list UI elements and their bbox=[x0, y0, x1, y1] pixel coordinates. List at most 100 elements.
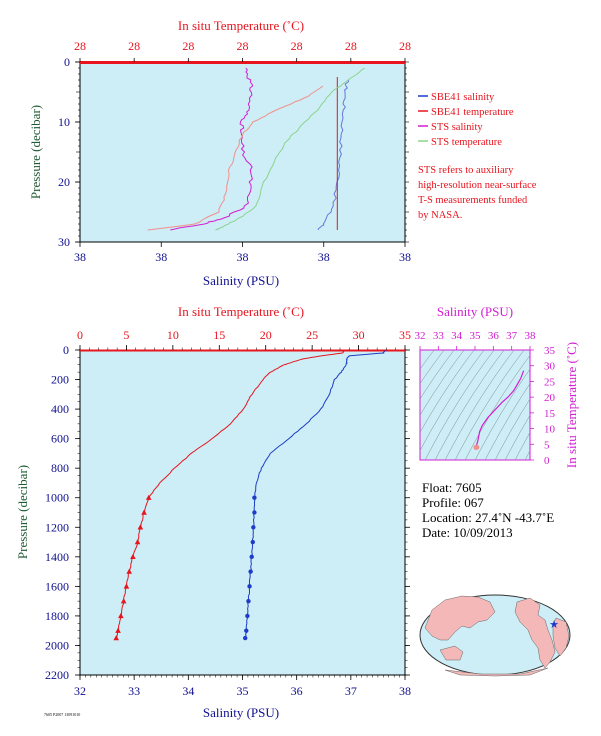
top-salinity-tick-label: 38 bbox=[74, 250, 86, 264]
salinity-profile-line bbox=[244, 349, 387, 639]
legend-item: STS temperature bbox=[418, 137, 502, 148]
profile-line bbox=[170, 67, 254, 231]
bottom-salinity-tick-label: 34 bbox=[182, 684, 194, 698]
isopycnal-line bbox=[464, 354, 530, 460]
legend-item: STS salinity bbox=[418, 122, 483, 133]
top-salinity-tick-label: 38 bbox=[155, 250, 167, 264]
top-pressure-tick-label: 20 bbox=[58, 175, 70, 189]
bottom-pressure-tick-label: 1600 bbox=[45, 579, 69, 593]
bottom-pressure-tick-label: 400 bbox=[51, 402, 69, 416]
sts-note-line: by NASA. bbox=[418, 210, 462, 221]
top-pressure-tick-label: 10 bbox=[58, 115, 70, 129]
map-continent-antarctica bbox=[444, 667, 549, 677]
salinity-marker bbox=[250, 539, 255, 545]
bottom-temperature-tick-label: 35 bbox=[399, 328, 411, 342]
top-temperature-tick-label: 28 bbox=[345, 39, 357, 53]
salinity-marker bbox=[245, 613, 250, 619]
ts-salinity-tick-label: 34 bbox=[451, 330, 463, 342]
temperature-marker bbox=[126, 568, 133, 574]
location-map: ★ bbox=[419, 594, 571, 677]
float-location-marker: ★ bbox=[549, 619, 559, 631]
top-panel: In situ Temperature (˚C) 28 28 28 28 28 28 28 … bbox=[28, 18, 411, 288]
float-id: Float: 7605 bbox=[422, 480, 482, 495]
map-continent-americas bbox=[514, 597, 556, 669]
isopycnal-line bbox=[420, 350, 475, 433]
salinity-marker bbox=[247, 584, 252, 589]
top-temperature-tick-label: 28 bbox=[74, 39, 86, 53]
sts-note-line: high-resolution near-surface bbox=[418, 180, 537, 191]
top-salinity-tick-label: 38 bbox=[399, 250, 411, 264]
isopycnal-line bbox=[434, 350, 505, 460]
salinity-marker bbox=[243, 635, 248, 641]
bottom-salinity-tick-label: 38 bbox=[399, 684, 411, 698]
bottom-pressure-tick-label: 800 bbox=[51, 461, 69, 475]
bottom-pressure-tick-label: 1400 bbox=[45, 550, 69, 564]
ts-salinity-tick-label: 32 bbox=[415, 330, 426, 342]
temperature-marker bbox=[115, 627, 121, 633]
bottom-pressure-tick-label: 1200 bbox=[45, 520, 69, 534]
map-continent-australia bbox=[439, 645, 464, 661]
isopycnal-line bbox=[484, 383, 530, 460]
map-continent-eurasia bbox=[424, 595, 496, 641]
date: Date: 10/09/2013 bbox=[422, 525, 513, 540]
profile-line bbox=[215, 67, 366, 231]
profile-line bbox=[317, 79, 349, 231]
bottom-panel: In situ Temperature (˚C) 0 5 10 15 20 25 30 35 … bbox=[15, 304, 411, 720]
ts-temperature-tick-label: 25 bbox=[544, 376, 556, 388]
legend-label: STS salinity bbox=[431, 122, 483, 133]
temperature-marker bbox=[130, 553, 136, 560]
temperature-marker bbox=[118, 612, 124, 619]
salinity-marker bbox=[244, 628, 249, 633]
isopycnal-line bbox=[524, 450, 530, 460]
isopycnal-line bbox=[454, 350, 525, 460]
bottom-pressure-tick-label: 2000 bbox=[45, 638, 69, 652]
isopycnal-line bbox=[474, 368, 530, 460]
temperature-marker bbox=[145, 494, 152, 500]
ts-salinity-tick-label: 33 bbox=[433, 330, 445, 342]
bottom-temperature-tick-label: 5 bbox=[123, 328, 129, 342]
bottom-panel-bottom-axis-title: Salinity (PSU) bbox=[203, 705, 279, 720]
ts-diagram-right-axis-title: In situ Temperature (˚C) bbox=[564, 342, 579, 468]
top-temperature-tick-label: 28 bbox=[237, 39, 249, 53]
legend-item: SBE41 temperature bbox=[418, 107, 514, 118]
top-temperature-tick-label: 28 bbox=[182, 39, 194, 53]
top-salinity-tick-label: 38 bbox=[318, 250, 330, 264]
legend-item: SBE41 salinity bbox=[418, 92, 495, 103]
ts-diagram-top-axis-title: Salinity (PSU) bbox=[437, 304, 513, 319]
ts-diagram: Salinity (PSU) 32 33 34 35 36 37 38 0 5 10 15 20 25… bbox=[415, 304, 580, 468]
isopycnal-line bbox=[494, 398, 530, 460]
ts-deep-point bbox=[474, 444, 480, 450]
bottom-panel-left-axis-title: Pressure (decibar) bbox=[15, 465, 30, 559]
legend-label: SBE41 temperature bbox=[431, 107, 514, 118]
bottom-pressure-tick-label: 2200 bbox=[45, 668, 69, 682]
ts-temperature-tick-label: 35 bbox=[544, 345, 556, 357]
temperature-marker bbox=[141, 509, 147, 515]
bottom-salinity-tick-label: 32 bbox=[74, 684, 86, 698]
bottom-temperature-tick-label: 10 bbox=[167, 328, 179, 342]
ts-temperature-tick-label: 20 bbox=[544, 392, 556, 404]
bottom-salinity-tick-label: 33 bbox=[128, 684, 140, 698]
profile-line bbox=[147, 85, 324, 231]
temperature-marker bbox=[137, 524, 144, 530]
top-pressure-tick-label: 30 bbox=[58, 235, 70, 249]
bottom-pressure-tick-label: 600 bbox=[51, 432, 69, 446]
top-pressure-tick-label: 0 bbox=[64, 55, 70, 69]
bottom-temperature-tick-label: 20 bbox=[260, 328, 272, 342]
map-continent-africa bbox=[552, 617, 570, 657]
bottom-salinity-tick-label: 36 bbox=[291, 684, 303, 698]
sts-note-line: STS refers to auxiliary bbox=[418, 165, 514, 176]
ts-salinity-tick-label: 37 bbox=[506, 330, 518, 342]
ts-salinity-tick-label: 35 bbox=[470, 330, 482, 342]
top-temperature-tick-label: 28 bbox=[399, 39, 411, 53]
top-temperature-tick-label: 28 bbox=[291, 39, 303, 53]
sts-note-line: T-S measurements funded bbox=[418, 195, 528, 206]
salinity-marker bbox=[252, 510, 257, 515]
bottom-panel-plot-area bbox=[79, 349, 406, 676]
salinity-marker bbox=[246, 598, 251, 604]
bottom-temperature-tick-label: 15 bbox=[213, 328, 225, 342]
profile-number: Profile: 067 bbox=[422, 495, 484, 510]
top-temperature-tick-label: 28 bbox=[128, 39, 140, 53]
bottom-temperature-tick-label: 0 bbox=[77, 328, 83, 342]
bottom-pressure-tick-label: 1000 bbox=[45, 491, 69, 505]
isopycnal-line bbox=[424, 350, 495, 460]
